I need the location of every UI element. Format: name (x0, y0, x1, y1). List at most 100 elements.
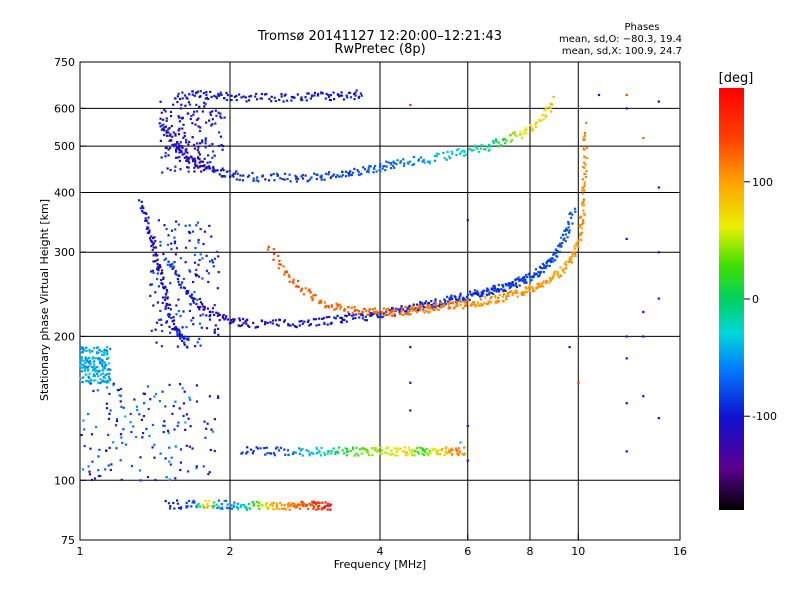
cloud-point (93, 368, 96, 371)
trace-point (511, 139, 514, 142)
trace-point (196, 164, 199, 167)
trace-point (468, 148, 471, 151)
trace-point (177, 92, 180, 95)
cloud-point (202, 313, 205, 316)
trace-point (147, 226, 150, 229)
trace-point (544, 265, 547, 268)
cloud-point (83, 360, 86, 363)
cloud-point (184, 428, 187, 431)
trace-point (421, 452, 424, 455)
trace-point (242, 322, 245, 325)
trace-point (288, 280, 291, 283)
cloud-point (159, 244, 162, 247)
trace-point (447, 449, 450, 452)
trace-point (284, 453, 287, 456)
trace-point (310, 94, 314, 97)
trace-point (422, 309, 425, 312)
trace-point (577, 239, 580, 243)
trace-point (334, 451, 337, 454)
trace-point (441, 448, 444, 451)
trace-point (505, 295, 508, 298)
cloud-point (84, 361, 87, 365)
trace-point (270, 501, 273, 505)
cloud-point (84, 356, 87, 359)
trace-point (280, 504, 283, 507)
cloud-point (211, 307, 215, 310)
trace-point (402, 158, 405, 161)
trace-point (548, 259, 551, 262)
trace-point (206, 165, 209, 168)
trace-point (418, 304, 421, 307)
trace-point (306, 507, 309, 511)
trace-point (174, 325, 177, 329)
cloud-point (149, 398, 152, 401)
trace-point (308, 502, 311, 505)
trace-point (508, 283, 512, 286)
trace-point (528, 275, 532, 278)
trace-point (231, 174, 234, 177)
cloud-point (105, 407, 109, 410)
cloud-point (185, 326, 188, 329)
trace-point (296, 177, 300, 180)
trace-point (310, 451, 313, 454)
cloud-point (206, 422, 209, 425)
trace-point (275, 505, 278, 508)
trace-point (444, 303, 447, 306)
cloud-point (98, 448, 101, 451)
trace-point (322, 317, 325, 320)
cloud-point (211, 118, 214, 121)
cloud-point (155, 254, 158, 257)
trace-point (287, 274, 291, 277)
trace-point (511, 293, 514, 296)
trace-point (379, 163, 382, 166)
cloud-point (167, 234, 170, 237)
trace-point (248, 95, 251, 98)
trace-point (382, 165, 385, 168)
cloud-point (196, 110, 199, 113)
trace-point (444, 300, 447, 304)
cloud-point (96, 366, 99, 369)
trace-point (523, 290, 526, 293)
trace-point (226, 94, 229, 97)
trace-point (288, 275, 291, 279)
trace-point (418, 305, 421, 308)
trace-point (282, 320, 286, 323)
cloud-point (90, 478, 93, 482)
cloud-point (172, 103, 175, 106)
cloud-point (160, 124, 164, 127)
trace-point (304, 174, 307, 177)
trace-point (450, 447, 453, 450)
trace-point (550, 103, 553, 106)
trace-point (257, 505, 260, 508)
trace-point (235, 99, 238, 102)
trace-point (413, 454, 416, 457)
trace-point (280, 95, 283, 98)
trace-point (368, 308, 371, 311)
cloud-point (165, 117, 168, 120)
trace-point (554, 248, 558, 252)
trace-point (347, 311, 350, 314)
trace-point (406, 161, 409, 164)
trace-point (293, 96, 296, 99)
trace-point (557, 272, 560, 275)
trace-point (198, 308, 201, 311)
trace-point (263, 93, 267, 96)
trace-point (484, 148, 487, 151)
trace-point (571, 255, 574, 258)
cloud-point (180, 103, 183, 106)
trace-point (399, 161, 402, 164)
trace-point (327, 306, 330, 309)
trace-point (525, 287, 528, 290)
trace-point (276, 446, 279, 449)
cloud-point (156, 267, 159, 270)
cloud-point (89, 378, 93, 381)
trace-point (459, 294, 462, 297)
trace-point (275, 504, 278, 507)
trace-point (324, 97, 327, 100)
trace-point (199, 160, 202, 163)
trace-point (398, 309, 401, 312)
trace-point (402, 313, 405, 316)
cloud-point (106, 368, 109, 371)
trace-point (417, 446, 420, 449)
trace-point (311, 504, 314, 507)
